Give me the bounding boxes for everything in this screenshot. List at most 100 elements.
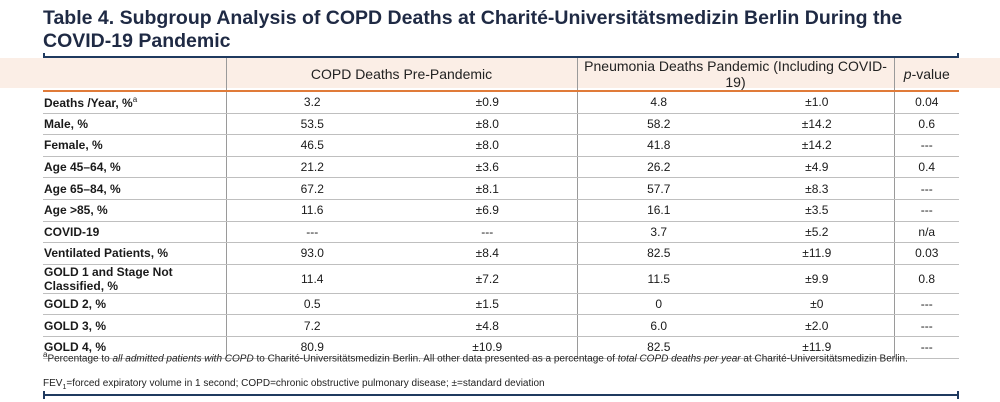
table-row: Age >85, % 11.6 ±6.9 16.1 ±3.5 --- bbox=[43, 199, 960, 222]
row-label: Age 65–84, % bbox=[43, 177, 226, 200]
cell-pandemic-sd: ±1.0 bbox=[740, 91, 895, 114]
cell-pre-sd: ±8.1 bbox=[398, 177, 578, 200]
cell-p-value: 0.6 bbox=[893, 113, 960, 136]
table-row: Male, % 53.5 ±8.0 58.2 ±14.2 0.6 bbox=[43, 113, 960, 136]
cell-pandemic-sd: ±9.9 bbox=[740, 264, 895, 294]
cell-p-value: 0.03 bbox=[893, 242, 960, 265]
header-pre-pandemic: COPD Deaths Pre-Pandemic bbox=[225, 58, 578, 92]
cell-pandemic-value: 3.7 bbox=[576, 221, 741, 244]
cell-p-value: --- bbox=[893, 293, 960, 316]
cell-pre-value: 67.2 bbox=[225, 177, 398, 200]
cell-pandemic-sd: ±2.0 bbox=[740, 314, 895, 337]
footnote: aPercentage to all admitted patients wit… bbox=[43, 350, 973, 364]
cell-p-value: --- bbox=[893, 177, 960, 200]
p-rest: -value bbox=[911, 66, 950, 82]
cell-pandemic-value: 4.8 bbox=[576, 91, 741, 114]
footnote-text-2: to Charité-Universitätsmedizin Berlin. A… bbox=[253, 353, 618, 365]
cell-pandemic-value: 6.0 bbox=[576, 314, 741, 337]
table-row: GOLD 1 and Stage Not Classified, % 11.4 ±7… bbox=[43, 264, 960, 294]
cell-pandemic-sd: ±5.2 bbox=[740, 221, 895, 244]
row-label: GOLD 3, % bbox=[43, 314, 226, 337]
row-label-text: Deaths /Year, % bbox=[44, 95, 133, 110]
table-row: GOLD 2, % 0.5 ±1.5 0 ±0 --- bbox=[43, 293, 960, 316]
cell-p-value: 0.04 bbox=[893, 91, 960, 114]
cell-pandemic-value: 41.8 bbox=[576, 134, 741, 157]
cell-pandemic-value: 82.5 bbox=[576, 242, 741, 265]
cell-pre-sd: ±6.9 bbox=[398, 199, 578, 222]
cell-p-value: --- bbox=[893, 134, 960, 157]
row-label-text: GOLD 3, % bbox=[44, 318, 107, 333]
abbrev-fev-sub: 1 bbox=[62, 384, 67, 391]
cell-pre-sd: ±4.8 bbox=[398, 314, 578, 337]
row-label-text: Male, % bbox=[44, 116, 89, 131]
cell-pre-sd: ±8.0 bbox=[398, 134, 578, 157]
row-label: GOLD 4, % bbox=[43, 336, 226, 359]
row-label-text: Age 45–64, % bbox=[44, 160, 121, 175]
cell-p-value: 0.4 bbox=[893, 156, 960, 179]
table-row: GOLD 4, % 80.9 ±10.9 82.5 ±11.9 --- bbox=[43, 336, 960, 359]
row-label-text: COVID-19 bbox=[44, 224, 100, 239]
top-rule bbox=[43, 53, 959, 61]
cell-pandemic-sd: ±11.9 bbox=[740, 242, 895, 265]
table-body: Deaths /Year, %a 3.2 ±0.9 4.8 ±1.0 0.04 Male, … bbox=[43, 91, 960, 359]
cell-pre-sd: ±7.2 bbox=[398, 264, 578, 294]
footnote-text-3: at Charité-Universitätsmedizin Berlin. bbox=[740, 353, 908, 365]
table-row: Deaths /Year, %a 3.2 ±0.9 4.8 ±1.0 0.04 bbox=[43, 91, 960, 114]
row-label-text: GOLD 4, % bbox=[44, 340, 107, 355]
header-p-value: p-value bbox=[893, 58, 960, 92]
cell-pandemic-value: 11.5 bbox=[576, 264, 741, 294]
table-row: COVID-19 --- --- 3.7 ±5.2 n/a bbox=[43, 221, 960, 244]
cell-pre-value: 53.5 bbox=[225, 113, 398, 136]
row-label: Deaths /Year, %a bbox=[43, 91, 226, 114]
bottom-rule bbox=[43, 391, 959, 399]
cell-pre-value: 11.6 bbox=[225, 199, 398, 222]
cell-pandemic-sd: ±3.5 bbox=[740, 199, 895, 222]
footnote-italic-1: all admitted patients with COPD bbox=[112, 353, 254, 365]
cell-pandemic-value: 82.5 bbox=[576, 336, 741, 359]
cell-pre-value: 3.2 bbox=[225, 91, 398, 114]
cell-p-value: --- bbox=[893, 336, 960, 359]
footnote-italic-2: total COPD deaths per year bbox=[617, 353, 741, 365]
cell-pandemic-value: 26.2 bbox=[576, 156, 741, 179]
table-row: Age 45–64, % 21.2 ±3.6 26.2 ±4.9 0.4 bbox=[43, 156, 960, 179]
cell-pre-sd: ±8.0 bbox=[398, 113, 578, 136]
abbrev-rest: =forced expiratory volume in 1 second; C… bbox=[66, 378, 545, 389]
cell-pre-sd: --- bbox=[398, 221, 578, 244]
table-title: Table 4. Subgroup Analysis of COPD Death… bbox=[43, 7, 903, 52]
cell-pandemic-sd: ±11.9 bbox=[740, 336, 895, 359]
cell-pre-value: --- bbox=[225, 221, 398, 244]
cell-pandemic-sd: ±8.3 bbox=[740, 177, 895, 200]
cell-pre-sd: ±8.4 bbox=[398, 242, 578, 265]
cell-pre-value: 93.0 bbox=[225, 242, 398, 265]
row-label-text: Age 65–84, % bbox=[44, 181, 121, 196]
table-row: Age 65–84, % 67.2 ±8.1 57.7 ±8.3 --- bbox=[43, 177, 960, 200]
row-label-text: Age >85, % bbox=[44, 203, 108, 218]
footnote-mark: a bbox=[43, 350, 48, 359]
cell-pre-value: 80.9 bbox=[225, 336, 398, 359]
row-label: Age 45–64, % bbox=[43, 156, 226, 179]
row-label-text: GOLD 1 and Stage Not Classified, % bbox=[44, 264, 173, 293]
subgroup-table: COPD Deaths Pre-Pandemic Pneumonia Death… bbox=[43, 58, 960, 359]
row-label-superscript: a bbox=[132, 94, 138, 104]
cell-pre-sd: ±3.6 bbox=[398, 156, 578, 179]
row-label: Female, % bbox=[43, 134, 226, 157]
table-row: GOLD 3, % 7.2 ±4.8 6.0 ±2.0 --- bbox=[43, 314, 960, 337]
table-row: Ventilated Patients, % 93.0 ±8.4 82.5 ±11.9 0… bbox=[43, 242, 960, 265]
row-label-text: Female, % bbox=[44, 138, 103, 153]
row-label-text: GOLD 2, % bbox=[44, 297, 107, 312]
p-italic: p bbox=[903, 66, 912, 82]
row-label: GOLD 1 and Stage Not Classified, % bbox=[43, 264, 226, 294]
cell-pandemic-value: 58.2 bbox=[576, 113, 741, 136]
row-label: COVID-19 bbox=[43, 221, 226, 244]
row-label-text: Ventilated Patients, % bbox=[44, 246, 169, 261]
abbrev-fev: FEV bbox=[43, 378, 63, 389]
table-row: Female, % 46.5 ±8.0 41.8 ±14.2 --- bbox=[43, 134, 960, 157]
cell-p-value: n/a bbox=[893, 221, 960, 244]
cell-pre-value: 11.4 bbox=[225, 264, 398, 294]
footnote-text-1: Percentage to bbox=[47, 353, 113, 365]
abbreviations: FEV1=forced expiratory volume in 1 secon… bbox=[43, 378, 973, 391]
cell-pandemic-sd: ±14.2 bbox=[740, 134, 895, 157]
cell-pandemic-sd: ±0 bbox=[740, 293, 895, 316]
row-label: Age >85, % bbox=[43, 199, 226, 222]
